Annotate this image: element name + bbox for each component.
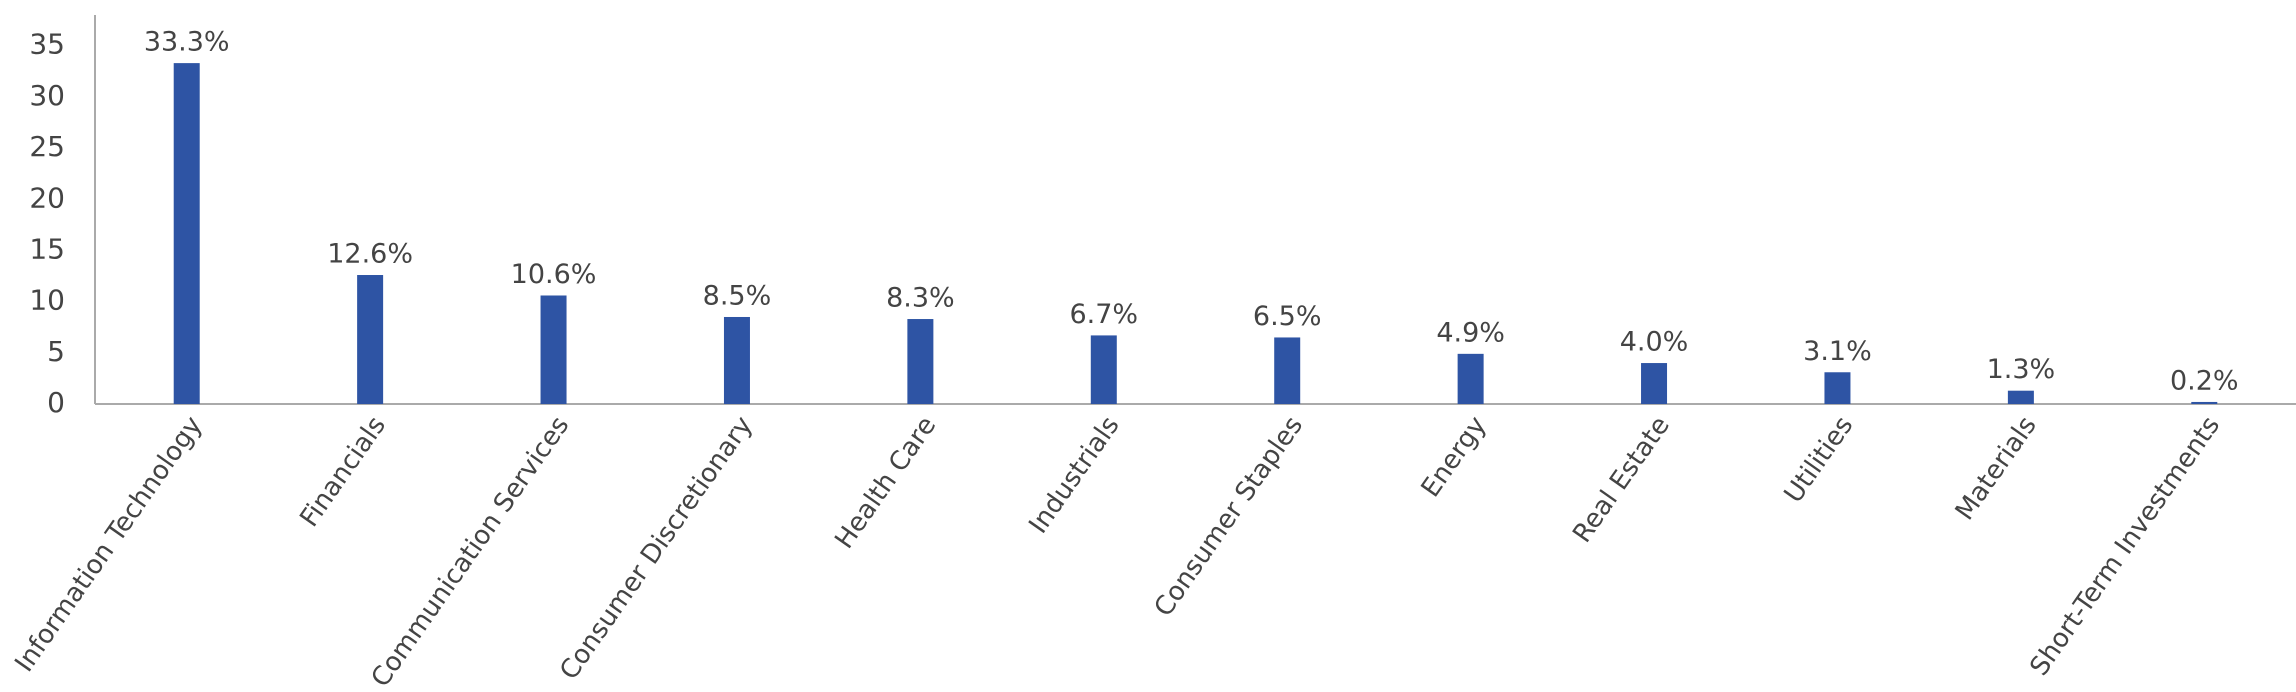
x-tick-label: Consumer Staples xyxy=(1149,411,1309,622)
y-tick-label: 25 xyxy=(29,130,65,163)
value-label: 4.0% xyxy=(1620,327,1689,358)
y-tick-label: 35 xyxy=(29,28,65,61)
bar xyxy=(2191,401,2218,404)
y-tick-label: 30 xyxy=(29,79,65,112)
y-tick-label: 20 xyxy=(29,181,65,214)
value-label: 1.3% xyxy=(1987,354,2056,385)
y-tick-label: 5 xyxy=(47,335,65,368)
value-label: 33.3% xyxy=(144,27,230,58)
value-label: 6.7% xyxy=(1069,299,1138,330)
value-label: 10.6% xyxy=(511,259,597,290)
x-tick-label: Industrials xyxy=(1023,411,1125,539)
bar xyxy=(1641,363,1668,404)
x-tick-label: Information Technology xyxy=(9,411,208,678)
bar xyxy=(1090,335,1117,404)
bar xyxy=(1457,353,1484,404)
x-tick-label: Consumer Discretionary xyxy=(554,411,759,685)
bar xyxy=(723,316,750,404)
bar xyxy=(173,63,200,404)
y-tick-label: 15 xyxy=(29,232,65,265)
x-tick-label: Health Care xyxy=(829,411,942,554)
value-label: 8.5% xyxy=(703,280,772,311)
x-tick-label: Materials xyxy=(1950,411,2043,526)
bar xyxy=(2007,390,2034,404)
x-tick-label: Energy xyxy=(1416,411,1493,503)
value-label: 4.9% xyxy=(1436,317,1505,348)
bar xyxy=(357,275,384,404)
bar xyxy=(1274,337,1301,404)
x-tick-label: Short-Term Investments xyxy=(2024,411,2226,681)
value-label: 0.2% xyxy=(2170,365,2239,396)
x-tick-label: Communication Services xyxy=(366,411,576,692)
value-label: 3.1% xyxy=(1803,336,1872,367)
x-tick-label: Utilities xyxy=(1779,411,1860,508)
value-label: 6.5% xyxy=(1253,301,1322,332)
value-label: 8.3% xyxy=(886,283,955,314)
value-label: 12.6% xyxy=(327,239,413,270)
x-tick-label: Real Estate xyxy=(1567,411,1676,548)
bar xyxy=(907,319,934,404)
x-tick-label: Financials xyxy=(294,411,392,533)
bar xyxy=(540,295,567,404)
y-tick-label: 10 xyxy=(29,284,65,317)
y-tick-label: 0 xyxy=(47,386,65,419)
bar xyxy=(1824,372,1851,404)
